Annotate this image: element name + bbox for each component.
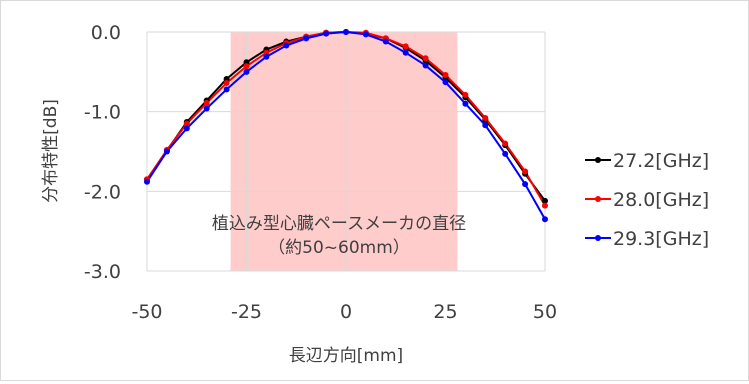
data-point [422,55,429,62]
data-point [542,216,548,223]
legend-label: 28.0[GHz] [613,189,709,211]
data-point [542,197,548,204]
legend-marker [595,235,601,241]
data-point [203,105,210,112]
data-point [343,29,349,35]
y-tick-labels: 0.0 -1.0 -2.0 -3.0 [84,22,121,283]
highlight-label-line2: （約50~60mm） [268,238,410,258]
x-tick-label: -50 [131,301,162,323]
data-point [203,99,210,106]
data-point [502,140,509,147]
data-point [263,53,270,60]
y-tick-label: -1.0 [84,102,121,124]
x-tick-label: 50 [533,301,557,323]
data-point [243,68,250,75]
highlight-label-line1: 植込み型心臓ペースメーカの直径 [212,214,466,234]
data-point [522,168,529,175]
data-point [303,35,310,42]
data-point [502,150,509,157]
data-point [402,43,409,50]
data-point [482,122,489,129]
x-tick-label: -25 [231,301,262,323]
data-point [223,79,230,86]
data-point [542,202,548,209]
legend: 27.2[GHz] 28.0[GHz] 29.3[GHz] [585,150,709,250]
data-point [382,38,389,45]
data-point [442,72,449,79]
x-axis-label: 長辺方向[mm] [289,346,403,366]
x-tick-labels: -50 -25 0 25 50 [131,301,557,323]
data-point [323,30,330,37]
x-tick-label: 25 [433,301,457,323]
legend-marker [595,196,601,202]
y-axis-label: 分布特性[dB] [41,99,61,203]
data-point [183,120,190,127]
data-point [243,63,250,70]
y-tick-label: 0.0 [91,22,121,44]
legend-label: 27.2[GHz] [613,150,709,172]
legend-marker [595,157,601,163]
legend-label: 29.3[GHz] [613,228,709,250]
y-tick-label: -3.0 [84,261,121,283]
highlight-band [230,32,458,271]
data-point [462,91,469,98]
data-point [223,86,230,93]
data-point [442,79,449,86]
data-point [163,148,170,155]
data-point [522,181,529,188]
y-tick-label: -2.0 [84,181,121,203]
series-points [144,29,548,223]
data-point [422,62,429,69]
data-point [402,49,409,56]
data-point [144,178,150,185]
highlight-region [230,32,458,271]
data-point [362,31,369,38]
data-point [183,125,190,132]
x-tick-label: 0 [340,301,352,323]
gridlines [146,31,546,272]
data-point [482,115,489,122]
data-point [283,42,290,49]
data-point [462,100,469,107]
